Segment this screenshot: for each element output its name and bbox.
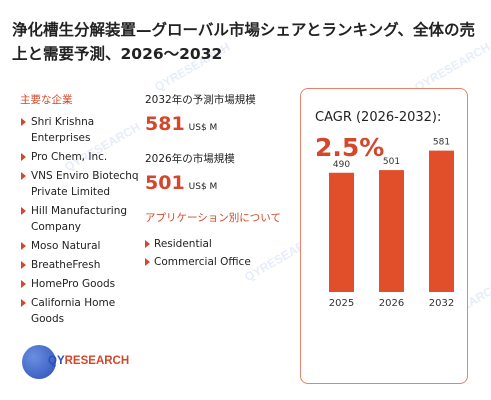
application-list: Residential Commercial Office bbox=[145, 236, 251, 272]
market-size-bar-chart: 490 2025 501 2026 581 2032 bbox=[329, 138, 454, 309]
logo-wordmark: QYRESEARCH bbox=[48, 355, 130, 367]
application-item: Residential bbox=[145, 236, 251, 252]
logo-globe-icon bbox=[22, 345, 56, 379]
company-item: Pro Chem, Inc. bbox=[20, 149, 145, 165]
current-label: 2026年の市場規模 bbox=[145, 153, 235, 165]
forecast-label: 2032年の予測市場規模 bbox=[145, 94, 256, 106]
company-item: BreatheFresh bbox=[20, 257, 145, 273]
company-item: VNS Enviro Biotechq Private Limited bbox=[20, 168, 145, 200]
qyresearch-logo: QYRESEARCH bbox=[22, 343, 129, 383]
company-item: HomePro Goods bbox=[20, 276, 145, 292]
forecast-stat: 581 US$ M bbox=[145, 113, 217, 135]
bar-2026 bbox=[379, 170, 404, 292]
company-list: Shri Krishna Enterprises Pro Chem, Inc. … bbox=[20, 114, 145, 330]
cagr-value: 2.5% bbox=[315, 133, 385, 162]
bar-category-label: 2032 bbox=[429, 298, 454, 309]
cagr-card: CAGR (2026-2032): 2.5% 490 2025 501 2026 581… bbox=[300, 88, 468, 384]
companies-heading: 主要な企業 bbox=[20, 94, 73, 106]
bar-category-label: 2026 bbox=[379, 298, 404, 309]
forecast-unit: US$ M bbox=[188, 123, 218, 133]
forecast-value: 581 bbox=[145, 113, 185, 135]
bar-category-label: 2025 bbox=[329, 298, 354, 309]
current-unit: US$ M bbox=[188, 182, 218, 192]
current-stat: 501 US$ M bbox=[145, 172, 217, 194]
page-title: 浄化槽生分解装置—グローバル市場シェアとランキング、全体の売上と需要予測、202… bbox=[12, 21, 475, 63]
applications-heading: アプリケーション別について bbox=[145, 212, 281, 224]
company-item: Shri Krishna Enterprises bbox=[20, 114, 145, 146]
company-item: California Home Goods bbox=[20, 295, 145, 327]
bar-value-label: 501 bbox=[383, 157, 400, 167]
bar-2025 bbox=[329, 172, 354, 292]
company-item: Hill Manufacturing Company bbox=[20, 203, 145, 235]
bar-2032 bbox=[429, 150, 454, 292]
application-item: Commercial Office bbox=[145, 254, 251, 270]
bar-value-label: 581 bbox=[433, 138, 450, 148]
cagr-label: CAGR (2026-2032): bbox=[315, 110, 442, 125]
company-item: Moso Natural bbox=[20, 238, 145, 254]
bar-value-label: 490 bbox=[333, 160, 350, 170]
current-value: 501 bbox=[145, 172, 185, 194]
